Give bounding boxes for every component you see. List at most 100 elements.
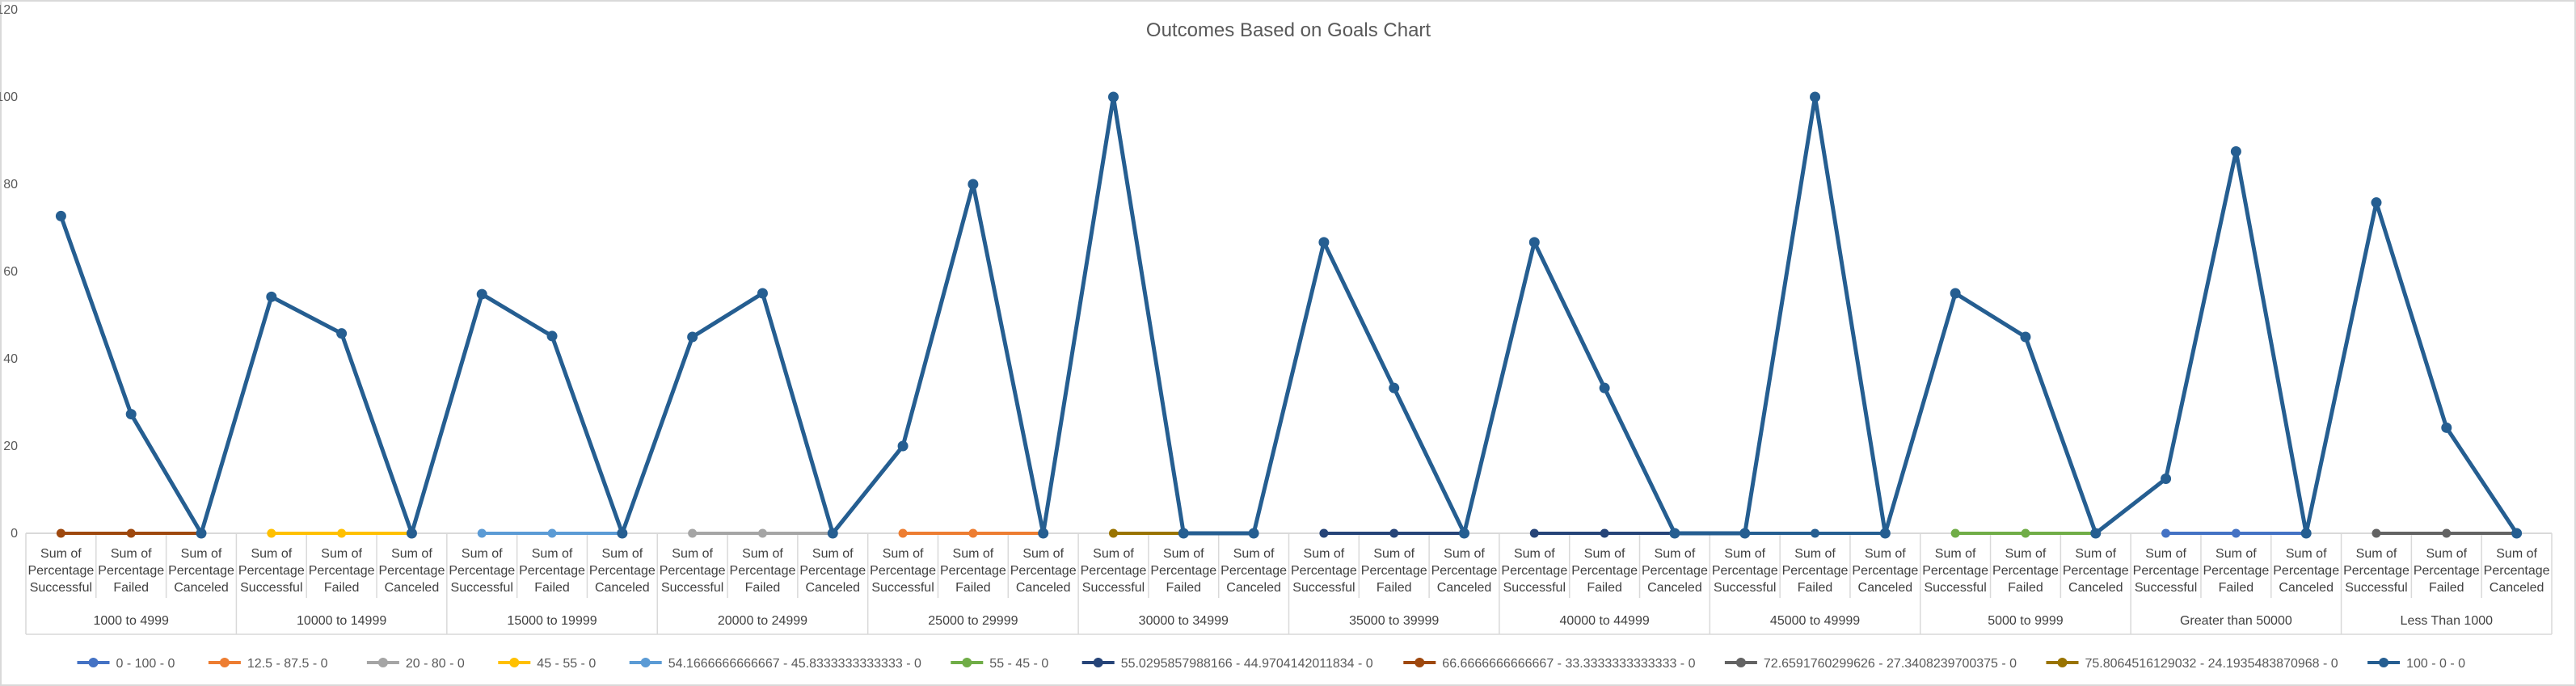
x-sub-category-label: Sum of Percentage Canceled xyxy=(589,547,656,595)
x-sub-category-label: Sum of Percentage Canceled xyxy=(1010,547,1077,595)
legend-swatch-marker xyxy=(1093,658,1103,667)
x-sub-category-label: Sum of Percentage Successful xyxy=(27,547,94,595)
main-series-marker xyxy=(2371,197,2382,208)
legend-entry-label: 100 - 0 - 0 xyxy=(2406,657,2465,671)
x-sub-category-label: Sum of Percentage Failed xyxy=(2203,547,2269,595)
zero-series-marker xyxy=(56,528,65,538)
main-series-marker xyxy=(1879,528,1891,539)
legend-swatch-marker xyxy=(377,658,388,667)
legend-entry-label: 55.0295857988166 - 44.9704142011834 - 0 xyxy=(1121,657,1373,671)
x-sub-category-label: Sum of Percentage Failed xyxy=(1150,547,1216,595)
x-sub-category-label: Sum of Percentage Failed xyxy=(1992,547,2059,595)
main-series-marker xyxy=(1318,237,1330,248)
x-sub-category-label: Sum of Percentage Failed xyxy=(940,547,1006,595)
x-sub-category-label: Sum of Percentage Failed xyxy=(519,547,585,595)
x-sub-category-label: Sum of Percentage Successful xyxy=(1081,547,1147,595)
x-group-label: 5000 to 9999 xyxy=(1988,614,2064,628)
legend-entry-label: 12.5 - 87.5 - 0 xyxy=(247,657,328,671)
main-series-marker xyxy=(2090,528,2102,539)
legend-swatch-marker xyxy=(88,658,99,667)
x-sub-category-label: Sum of Percentage Canceled xyxy=(1221,547,1287,595)
legend: 0 - 100 - 0 12.5 - 87.5 - 0 20 - 80 - 0 45 … xyxy=(77,657,2465,671)
main-series-marker xyxy=(2161,473,2172,484)
x-group-label: 45000 to 49999 xyxy=(1770,614,1860,628)
zero-series-marker xyxy=(1950,528,1960,538)
x-sub-category-label: Sum of Percentage Canceled xyxy=(168,547,234,595)
x-sub-category-label: Sum of Percentage Canceled xyxy=(1642,547,1708,595)
x-sub-category-label: Sum of Percentage Failed xyxy=(2414,547,2480,595)
zero-series-marker xyxy=(2442,528,2452,538)
zero-series-marker xyxy=(688,528,698,538)
legend-entry-label: 72.6591760299626 - 27.3408239700375 - 0 xyxy=(1764,657,2017,671)
x-sub-category-label: Sum of Percentage Successful xyxy=(2343,547,2409,595)
zero-series-marker xyxy=(477,528,487,538)
main-series-marker xyxy=(1178,528,1189,539)
x-sub-category-label: Sum of Percentage Successful xyxy=(1712,547,1778,595)
x-sub-category-label: Sum of Percentage Failed xyxy=(1571,547,1638,595)
x-sub-category-label: Sum of Percentage Successful xyxy=(1291,547,1357,595)
legend-swatch-marker xyxy=(640,658,651,667)
x-group-label: 40000 to 44999 xyxy=(1560,614,1650,628)
x-sub-category-label: Sum of Percentage Canceled xyxy=(2273,547,2339,595)
zero-series-marker xyxy=(757,528,767,538)
main-series-marker xyxy=(757,288,768,299)
main-series-marker xyxy=(1459,528,1470,539)
zero-series-marker xyxy=(1108,528,1118,538)
main-series-marker xyxy=(617,528,628,539)
main-series-marker xyxy=(968,179,979,190)
x-sub-category-label: Sum of Percentage Failed xyxy=(98,547,164,595)
x-group-label: 35000 to 39999 xyxy=(1349,614,1439,628)
y-tick-label: 120 xyxy=(0,3,18,17)
x-sub-category-label: Sum of Percentage Successful xyxy=(238,547,305,595)
x-group-label: 20000 to 24999 xyxy=(718,614,807,628)
x-sub-category-label: Sum of Percentage Successful xyxy=(660,547,726,595)
zero-series-marker xyxy=(2231,528,2241,538)
chart-title: Outcomes Based on Goals Chart xyxy=(1146,19,1431,41)
main-series-marker xyxy=(2511,528,2523,539)
x-group-label: Greater than 50000 xyxy=(2180,614,2292,628)
main-series-marker xyxy=(1038,528,1049,539)
zero-series-marker xyxy=(1389,528,1399,538)
main-series-marker xyxy=(125,409,137,420)
main-series-marker xyxy=(55,210,66,221)
main-series-marker xyxy=(1669,528,1680,539)
main-series-marker xyxy=(897,440,909,452)
legend-swatch-marker xyxy=(2379,658,2389,667)
x-group-label: 1000 to 4999 xyxy=(93,614,169,628)
main-series-layer xyxy=(55,91,2523,539)
main-series-marker xyxy=(546,330,558,342)
x-group-label: 15000 to 19999 xyxy=(507,614,597,628)
main-series-marker xyxy=(2300,528,2312,539)
main-series-line xyxy=(59,95,2519,536)
x-group-label: 10000 to 14999 xyxy=(297,614,386,628)
y-tick-label: 100 xyxy=(0,90,18,104)
main-series-marker xyxy=(2020,331,2031,343)
main-series-marker xyxy=(476,288,487,300)
main-series-marker xyxy=(827,528,838,539)
axis-layer: 0 20 40 60 80 100 120 Sum ofPercentageSuccessfu… xyxy=(0,3,2553,635)
zero-series-marker xyxy=(1811,528,1820,538)
x-sub-category-label: Sum of Percentage Successful xyxy=(2133,547,2199,595)
legend-swatch-marker xyxy=(1735,658,1746,667)
main-series-marker xyxy=(196,528,207,539)
x-sub-category-label: Sum of Percentage Canceled xyxy=(379,547,445,595)
legend-entry-label: 75.8064516129032 - 24.1935483870968 - 0 xyxy=(2085,657,2338,671)
zero-series-marker xyxy=(126,528,136,538)
main-series-marker xyxy=(1107,91,1119,103)
main-series-marker xyxy=(1248,528,1259,539)
legend-entry-label: 54.1666666666667 - 45.8333333333333 - 0 xyxy=(668,657,921,671)
zero-series-marker xyxy=(547,528,557,538)
y-tick-label: 20 xyxy=(3,440,18,453)
zero-series-marker xyxy=(2161,528,2171,538)
x-group-label: 30000 to 34999 xyxy=(1139,614,1229,628)
x-sub-category-label: Sum of Percentage Successful xyxy=(449,547,515,595)
main-series-marker xyxy=(1810,91,1821,103)
legend-entry-label: 55 - 45 - 0 xyxy=(989,657,1048,671)
main-series-marker xyxy=(1389,382,1400,394)
zero-series-marker xyxy=(898,528,908,538)
x-sub-category-label: Sum of Percentage Canceled xyxy=(799,547,866,595)
main-series-marker xyxy=(1528,237,1540,248)
zero-series-marker xyxy=(2372,528,2381,538)
